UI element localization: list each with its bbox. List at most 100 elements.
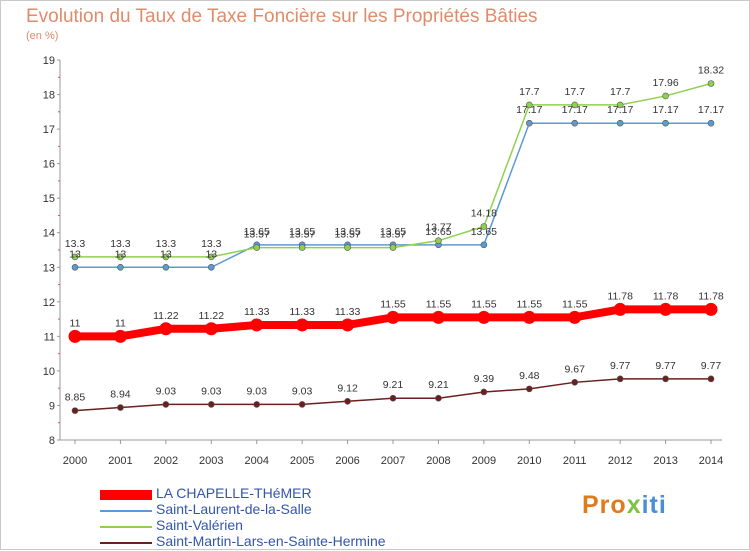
x-tick-label: 2003 [199, 455, 223, 467]
data-label-1: 17.17 [562, 104, 588, 116]
series-point-3 [616, 375, 624, 383]
x-tick-label: 2010 [517, 455, 541, 467]
data-label-1: 13.65 [244, 226, 270, 238]
series-point-3 [298, 401, 306, 408]
data-label-3: 9.21 [383, 379, 404, 391]
data-label-0: 11.55 [471, 298, 497, 310]
data-label-2: 13.57 [334, 229, 360, 241]
y-tick-label: 16 [43, 159, 55, 171]
y-tick-label: 12 [43, 297, 55, 309]
legend-label: Saint-Valérien [156, 517, 243, 533]
data-label-1: 13.65 [425, 226, 451, 238]
series-point-0 [386, 310, 400, 324]
series-point-0 [204, 322, 218, 336]
data-label-1: 13 [160, 248, 172, 260]
series-point-2 [117, 253, 124, 261]
logo-part-iti: iti [641, 491, 667, 519]
data-label-0: 11.55 [562, 298, 588, 310]
data-label-0: 11.33 [244, 306, 270, 318]
x-tick-label: 2009 [472, 455, 496, 467]
series-point-0 [68, 329, 82, 343]
x-tick-label: 2001 [108, 455, 132, 467]
series-point-2 [389, 244, 397, 251]
series-point-2 [525, 101, 533, 109]
series-point-0 [250, 318, 264, 332]
series-point-2 [662, 92, 669, 100]
y-tick-label: 8 [49, 435, 55, 447]
series-point-2 [71, 253, 79, 261]
series-point-0 [522, 310, 536, 324]
y-tick-label: 13 [43, 262, 55, 274]
x-tick-label: 2002 [154, 455, 178, 467]
data-label-3: 8.85 [65, 392, 86, 404]
series-point-3 [162, 401, 170, 408]
data-label-1: 17.17 [698, 104, 724, 116]
data-label-0: 11.33 [335, 306, 361, 318]
series-point-0 [295, 318, 309, 332]
legend-label: LA CHAPELLE-THéMER [156, 485, 312, 501]
data-label-2: 13.57 [289, 229, 315, 241]
y-tick-label: 15 [43, 193, 55, 205]
data-label-3: 9.67 [565, 363, 586, 375]
y-tick-label: 9 [49, 400, 55, 412]
series-point-3 [344, 398, 351, 405]
data-label-0: 11 [115, 317, 126, 329]
data-label-2: 13.57 [244, 229, 270, 241]
data-label-1: 13.65 [471, 226, 497, 238]
series-point-2 [253, 244, 261, 251]
series-point-3 [707, 375, 715, 383]
data-label-1: 13.65 [380, 226, 406, 238]
series-point-1 [525, 119, 533, 127]
data-label-2: 13.57 [380, 229, 406, 241]
series-point-3 [253, 401, 261, 408]
data-label-3: 9.12 [337, 382, 358, 394]
y-axis-unit: (en %) [26, 30, 59, 42]
x-tick-label: 2008 [426, 455, 450, 467]
x-tick-label: 2012 [608, 455, 632, 467]
series-point-1 [480, 241, 488, 249]
data-label-0: 11.55 [426, 298, 452, 310]
series-point-0 [431, 310, 445, 324]
series-point-2 [162, 253, 170, 261]
data-label-3: 9.48 [519, 370, 540, 382]
data-label-3: 9.77 [655, 360, 676, 372]
data-label-3: 9.21 [428, 379, 449, 391]
legend-swatch [100, 542, 152, 544]
data-label-2: 17.7 [610, 86, 631, 98]
x-tick-label: 2007 [381, 455, 405, 467]
x-tick-label: 2013 [653, 455, 677, 467]
series-point-1 [662, 119, 669, 127]
y-tick-label: 17 [43, 124, 55, 136]
series-point-2 [480, 223, 488, 230]
data-label-0: 11.33 [289, 306, 315, 318]
y-tick-label: 14 [43, 228, 55, 240]
data-label-3: 9.39 [474, 373, 495, 385]
legend-swatch [100, 526, 152, 528]
logo-part-pro: Pro [582, 491, 627, 519]
x-tick-label: 2000 [63, 455, 87, 467]
y-tick-label: 11 [44, 331, 55, 343]
data-label-0: 11 [70, 317, 81, 329]
data-label-3: 9.03 [292, 385, 313, 397]
data-label-2: 13.3 [65, 238, 86, 250]
series-point-1 [71, 263, 79, 271]
data-label-2: 14.18 [471, 208, 497, 220]
y-tick-label: 19 [43, 55, 55, 67]
legend-swatch [100, 490, 152, 500]
series-point-3 [525, 385, 533, 393]
data-label-1: 13.65 [334, 226, 360, 238]
series-point-2 [707, 80, 715, 87]
data-label-3: 9.03 [247, 385, 268, 397]
series-point-2 [207, 253, 215, 261]
series-point-3 [480, 388, 488, 396]
series-point-3 [71, 407, 79, 414]
data-label-2: 13.3 [156, 238, 177, 250]
data-label-3: 9.03 [201, 385, 222, 397]
series-point-3 [207, 401, 215, 408]
legend-label: Saint-Laurent-de-la-Salle [156, 501, 312, 517]
logo-part-x: x [626, 491, 642, 519]
data-label-0: 11.22 [199, 310, 225, 322]
y-tick-label: 18 [43, 90, 55, 102]
data-label-1: 17.17 [516, 104, 542, 116]
